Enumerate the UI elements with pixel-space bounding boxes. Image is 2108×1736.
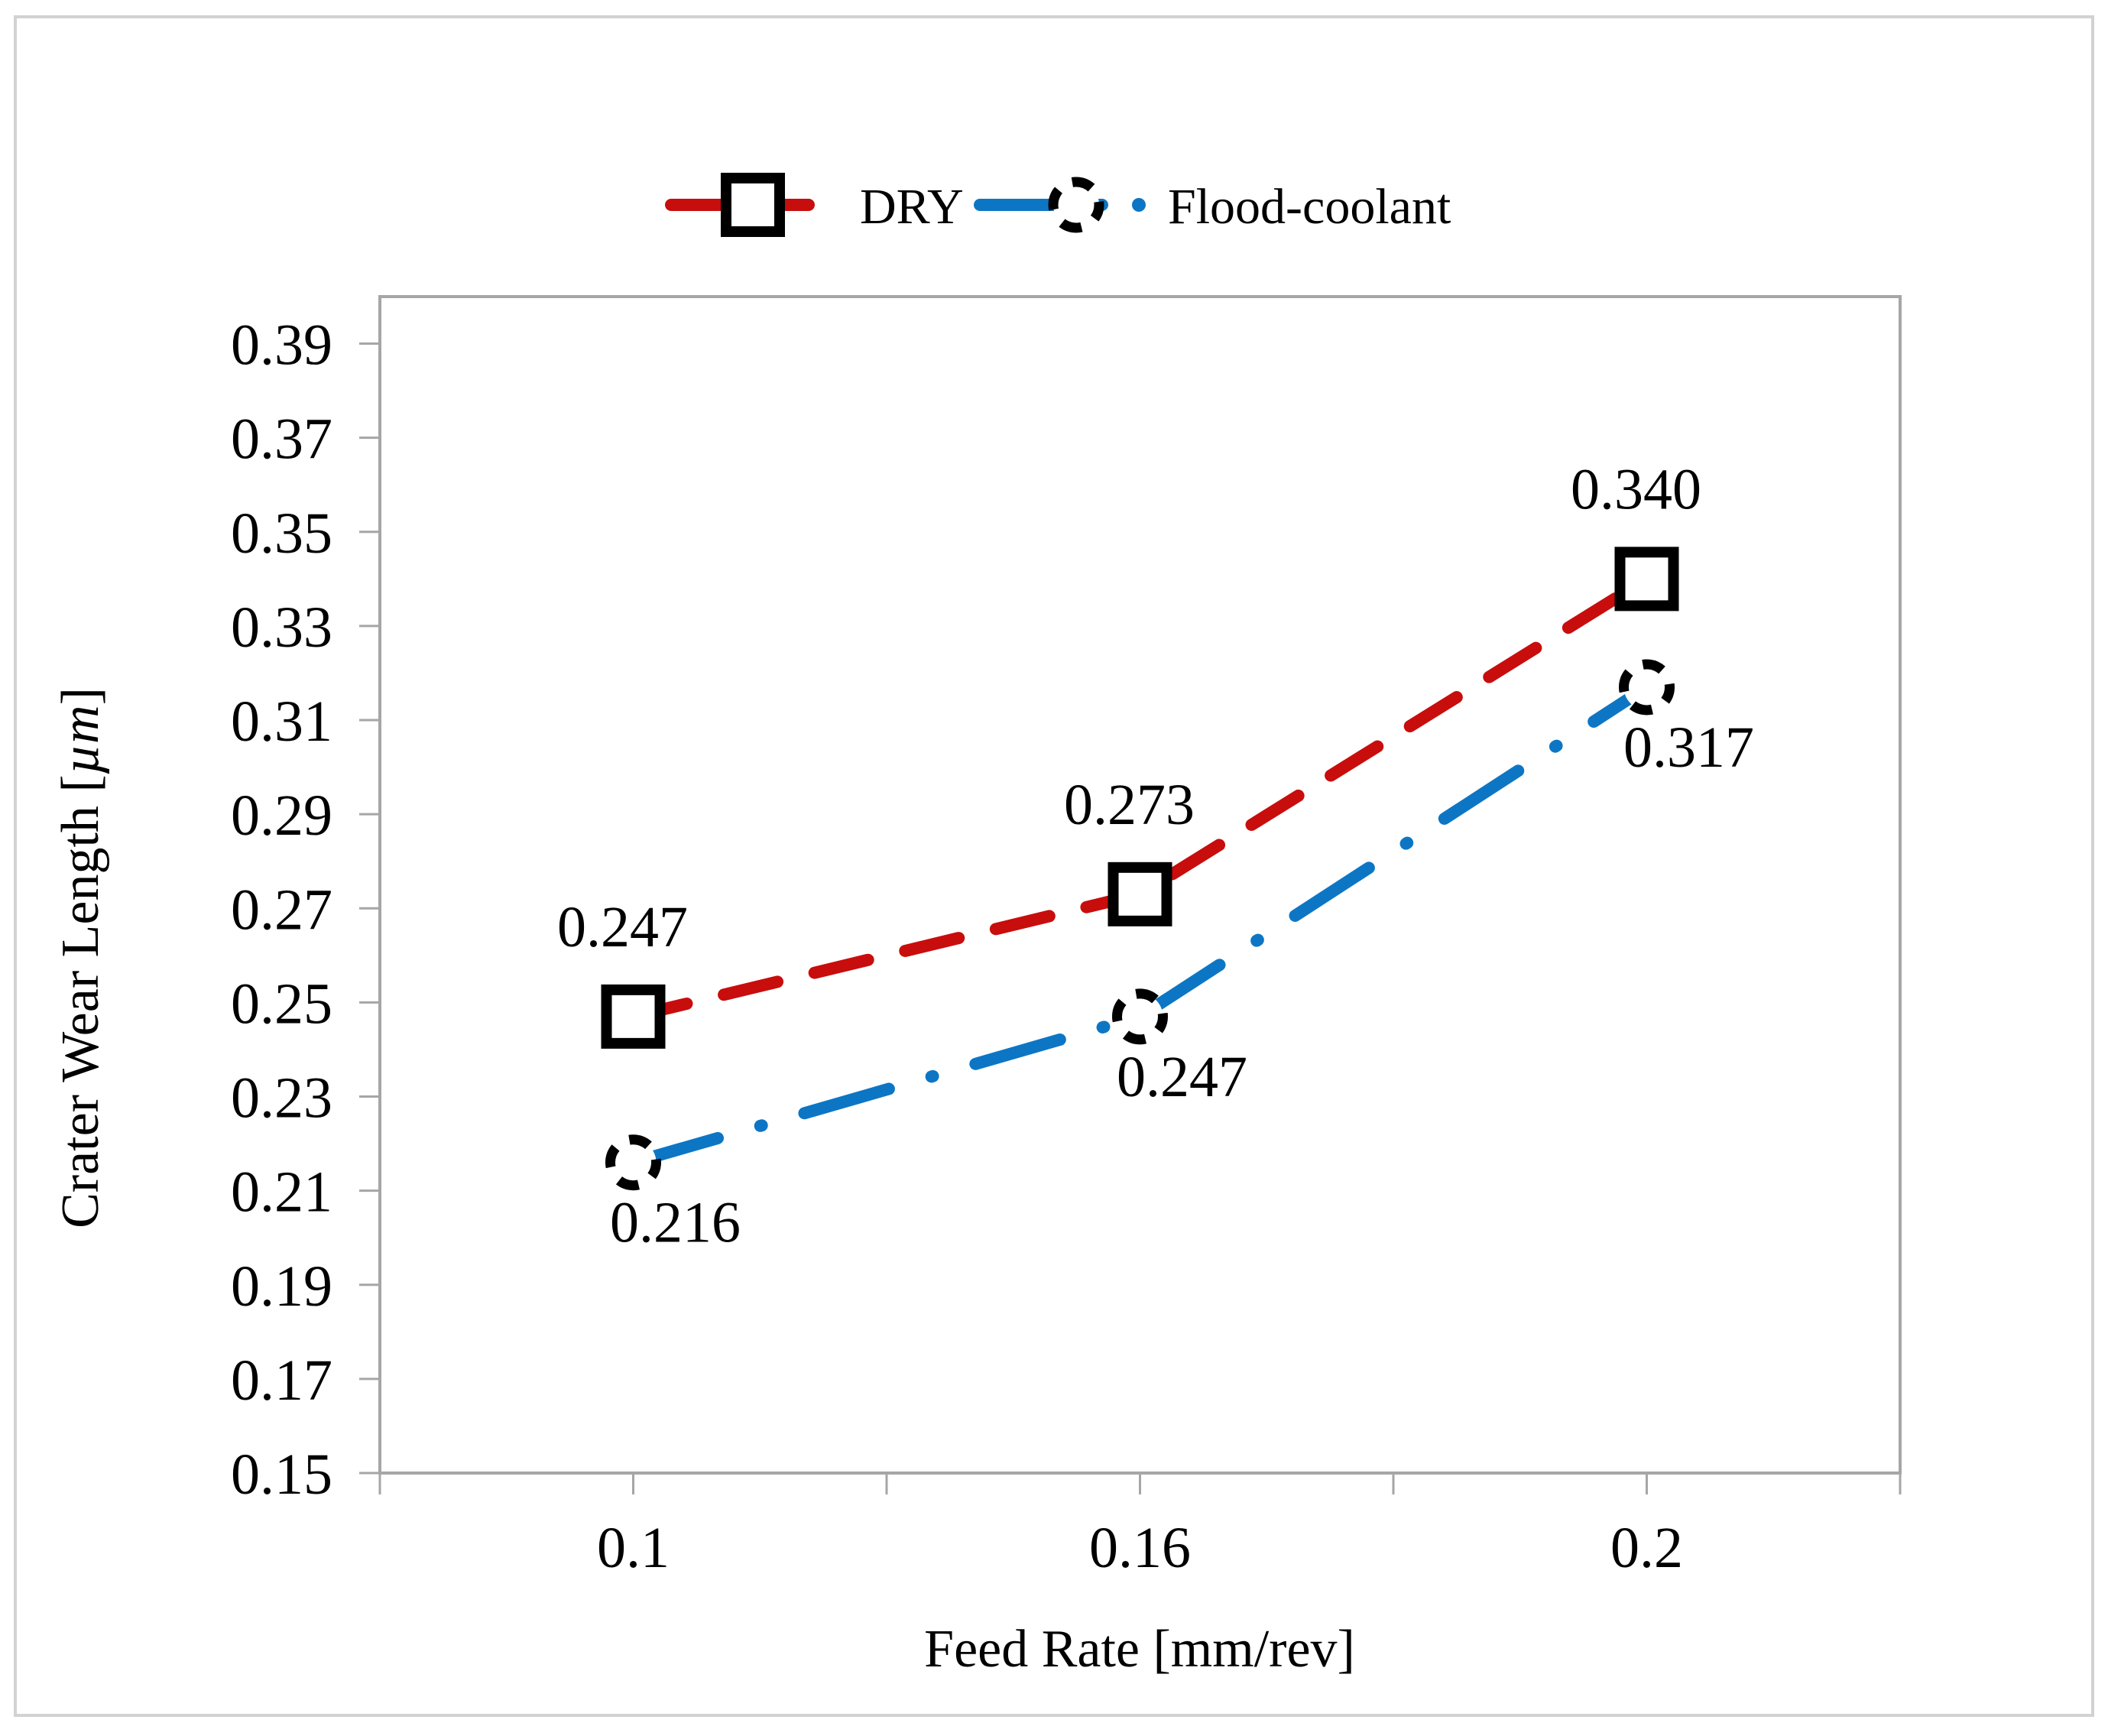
data-label: 0.340 [1571, 457, 1701, 521]
data-label: 0.273 [1064, 773, 1195, 837]
x-axis-title: Feed Rate [mm/rev] [924, 1620, 1355, 1679]
legend-label-dry: DRY [860, 179, 964, 235]
y-axis-title: Crater Wear Length [µm] [51, 687, 110, 1228]
y-tick-label: 0.27 [231, 878, 332, 942]
y-tick-label: 0.25 [231, 972, 332, 1036]
y-axis-title-suffix: ] [51, 687, 110, 705]
y-axis-title-unit: µm [51, 705, 110, 774]
dry-square-marker-icon [601, 984, 666, 1049]
legend-flood-dot-sample [1132, 198, 1146, 212]
legend-label-flood-coolant: Flood-coolant [1168, 179, 1451, 235]
dry-square-marker-icon [1108, 862, 1172, 926]
y-tick-label: 0.31 [231, 690, 332, 754]
series-layer [601, 547, 1679, 1191]
y-tick-label: 0.19 [231, 1254, 332, 1319]
y-tick-label: 0.39 [231, 313, 332, 378]
flood-dashed-circle-marker-icon [1619, 659, 1675, 715]
data-label: 0.216 [610, 1191, 741, 1255]
series-line-flood-coolant [627, 680, 1653, 1169]
x-axis: 0.1 0.16 0.2 [378, 1473, 1902, 1580]
y-tick-label: 0.29 [231, 784, 332, 848]
y-tick-label: 0.17 [231, 1348, 332, 1413]
y-tick-label: 0.15 [231, 1442, 332, 1507]
y-tick-label: 0.21 [231, 1160, 332, 1225]
dry-square-marker-icon [1614, 547, 1679, 612]
data-labels-layer: 0.247 0.273 0.340 0.216 0.247 0.317 [557, 457, 1754, 1254]
y-tick-label: 0.33 [231, 595, 332, 660]
x-tick-label: 0.1 [597, 1516, 670, 1580]
y-axis: 0.15 0.17 0.19 0.21 0.23 0.25 0.27 0.29 0.31 0.33… [231, 313, 380, 1507]
y-axis-title-prefix: Crater Wear Length [ [51, 774, 110, 1228]
dry-square-marker-icon [721, 173, 785, 237]
x-tick-label: 0.2 [1610, 1516, 1683, 1580]
data-label: 0.317 [1623, 715, 1754, 780]
x-tick-label: 0.16 [1089, 1516, 1191, 1580]
data-label: 0.247 [557, 895, 688, 959]
y-tick-label: 0.37 [231, 407, 332, 472]
flood-dashed-circle-marker-icon [1048, 177, 1104, 233]
y-tick-label: 0.23 [231, 1066, 332, 1131]
flood-dashed-circle-marker-icon [1112, 988, 1168, 1045]
legend: DRY Flood-coolant [662, 173, 1451, 237]
y-tick-label: 0.35 [231, 501, 332, 566]
flood-dashed-circle-marker-icon [605, 1134, 661, 1191]
data-label: 0.247 [1117, 1045, 1247, 1109]
